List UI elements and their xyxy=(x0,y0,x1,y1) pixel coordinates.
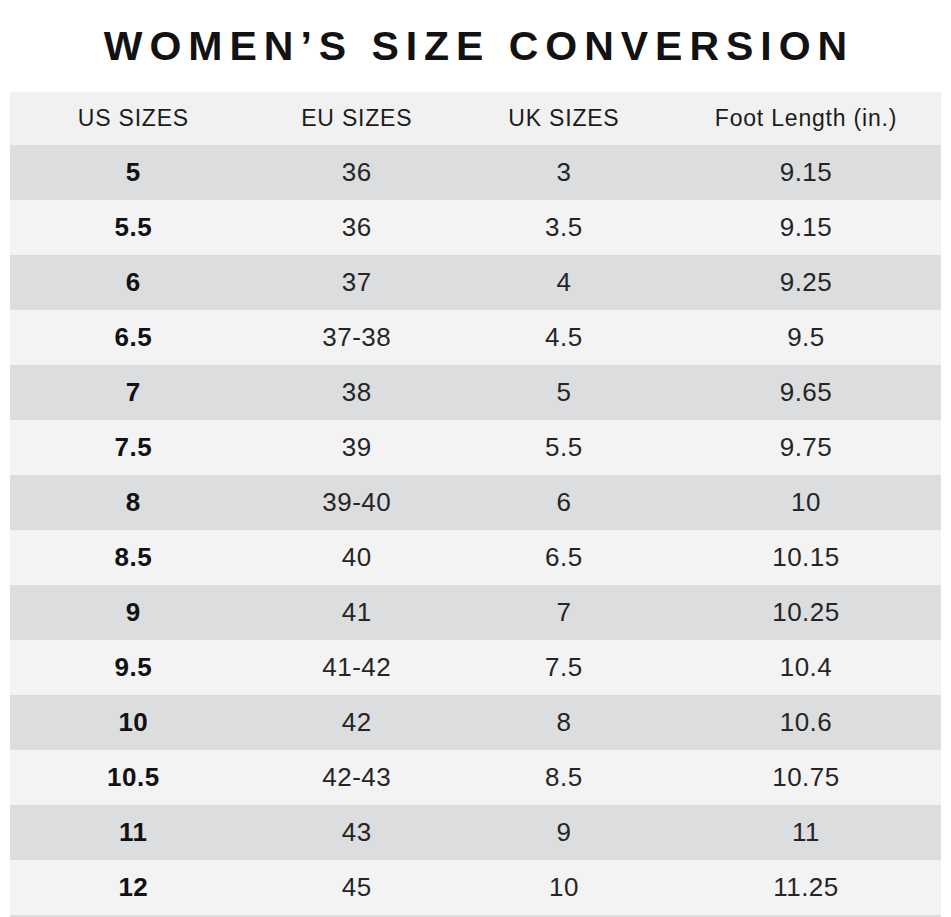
table-row: 941710.25 xyxy=(10,585,941,640)
foot-length-cell: 10 xyxy=(671,487,941,518)
us-size-cell: 6 xyxy=(10,267,257,298)
foot-length-cell: 9.75 xyxy=(671,432,941,463)
uk-size-cell: 7.5 xyxy=(457,652,671,683)
table-row: 1042810.6 xyxy=(10,695,941,750)
foot-length-cell: 9.25 xyxy=(671,267,941,298)
table-row: 12451011.25 xyxy=(10,860,941,915)
foot-length-cell: 9.5 xyxy=(671,322,941,353)
foot-length-cell: 11.25 xyxy=(671,872,941,903)
eu-size-cell: 40 xyxy=(257,542,457,573)
eu-size-cell: 37-38 xyxy=(257,322,457,353)
eu-size-cell: 45 xyxy=(257,872,457,903)
size-conversion-table: US SIZES EU SIZES UK SIZES Foot Length (… xyxy=(10,92,941,917)
us-size-cell: 5.5 xyxy=(10,212,257,243)
foot-length-cell: 10.15 xyxy=(671,542,941,573)
foot-length-cell: 10.6 xyxy=(671,707,941,738)
table-row: 9.541-427.510.4 xyxy=(10,640,941,695)
foot-length-cell: 10.25 xyxy=(671,597,941,628)
title-container: WOMEN’S SIZE CONVERSION xyxy=(0,0,951,92)
us-size-cell: 5 xyxy=(10,157,257,188)
table-row: 1143911 xyxy=(10,805,941,860)
uk-size-cell: 3 xyxy=(457,157,671,188)
us-size-cell: 10.5 xyxy=(10,762,257,793)
foot-length-cell: 10.75 xyxy=(671,762,941,793)
table-row: 7.5395.59.75 xyxy=(10,420,941,475)
uk-size-cell: 4.5 xyxy=(457,322,671,353)
eu-size-cell: 43 xyxy=(257,817,457,848)
us-size-cell: 12 xyxy=(10,872,257,903)
foot-length-cell: 9.65 xyxy=(671,377,941,408)
us-size-cell: 6.5 xyxy=(10,322,257,353)
table-row: 10.542-438.510.75 xyxy=(10,750,941,805)
uk-size-cell: 9 xyxy=(457,817,671,848)
table-body: 53639.155.5363.59.1563749.256.537-384.59… xyxy=(10,145,941,915)
size-conversion-page: WOMEN’S SIZE CONVERSION US SIZES EU SIZE… xyxy=(0,0,951,917)
uk-size-cell: 6.5 xyxy=(457,542,671,573)
foot-length-cell: 11 xyxy=(671,817,941,848)
table-row: 6.537-384.59.5 xyxy=(10,310,941,365)
uk-size-cell: 7 xyxy=(457,597,671,628)
eu-size-cell: 42-43 xyxy=(257,762,457,793)
table-row: 53639.15 xyxy=(10,145,941,200)
uk-size-cell: 4 xyxy=(457,267,671,298)
uk-size-cell: 8 xyxy=(457,707,671,738)
eu-size-cell: 42 xyxy=(257,707,457,738)
eu-size-cell: 36 xyxy=(257,157,457,188)
eu-size-cell: 36 xyxy=(257,212,457,243)
eu-size-cell: 38 xyxy=(257,377,457,408)
uk-size-cell: 8.5 xyxy=(457,762,671,793)
eu-size-cell: 39-40 xyxy=(257,487,457,518)
column-header-uk-sizes: UK SIZES xyxy=(457,105,671,132)
table-row: 839-40610 xyxy=(10,475,941,530)
foot-length-cell: 9.15 xyxy=(671,212,941,243)
table-row: 73859.65 xyxy=(10,365,941,420)
page-title: WOMEN’S SIZE CONVERSION xyxy=(104,23,854,70)
us-size-cell: 8 xyxy=(10,487,257,518)
us-size-cell: 8.5 xyxy=(10,542,257,573)
us-size-cell: 9 xyxy=(10,597,257,628)
eu-size-cell: 39 xyxy=(257,432,457,463)
column-header-foot-length: Foot Length (in.) xyxy=(671,105,941,132)
us-size-cell: 7.5 xyxy=(10,432,257,463)
eu-size-cell: 41-42 xyxy=(257,652,457,683)
table-row: 8.5406.510.15 xyxy=(10,530,941,585)
column-header-eu-sizes: EU SIZES xyxy=(257,105,457,132)
table-row: 63749.25 xyxy=(10,255,941,310)
table-header-row: US SIZES EU SIZES UK SIZES Foot Length (… xyxy=(10,92,941,145)
foot-length-cell: 10.4 xyxy=(671,652,941,683)
eu-size-cell: 41 xyxy=(257,597,457,628)
us-size-cell: 9.5 xyxy=(10,652,257,683)
uk-size-cell: 5 xyxy=(457,377,671,408)
us-size-cell: 7 xyxy=(10,377,257,408)
uk-size-cell: 5.5 xyxy=(457,432,671,463)
uk-size-cell: 10 xyxy=(457,872,671,903)
us-size-cell: 10 xyxy=(10,707,257,738)
eu-size-cell: 37 xyxy=(257,267,457,298)
column-header-us-sizes: US SIZES xyxy=(10,105,257,132)
uk-size-cell: 3.5 xyxy=(457,212,671,243)
table-row: 5.5363.59.15 xyxy=(10,200,941,255)
foot-length-cell: 9.15 xyxy=(671,157,941,188)
uk-size-cell: 6 xyxy=(457,487,671,518)
us-size-cell: 11 xyxy=(10,817,257,848)
